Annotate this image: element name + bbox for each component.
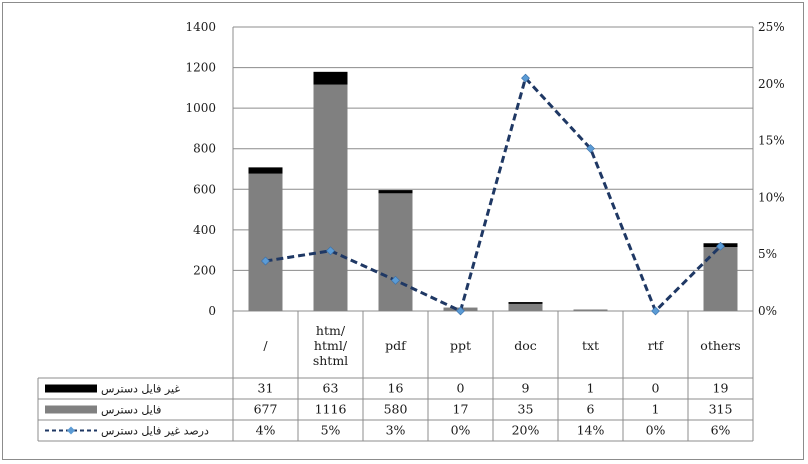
x-category-label: htm/html/shtml	[313, 323, 348, 368]
legend-key-accessible	[45, 405, 97, 414]
x-category-label: others	[700, 338, 740, 353]
table-cell: 20%	[512, 423, 540, 438]
y-right-tick-label: 20%	[758, 77, 785, 91]
y-right-tick-label: 0%	[758, 304, 777, 318]
bar-not-accessible	[313, 71, 348, 85]
table-cell: 16	[388, 381, 404, 396]
y-left-tick-label: 800	[193, 142, 216, 156]
line-marker	[456, 306, 465, 316]
table-cell: 6	[587, 402, 595, 417]
legend-key-marker	[67, 426, 75, 435]
legend-key-not-accessible	[45, 384, 97, 393]
table-cell: 1	[587, 381, 595, 396]
y-right-tick-label: 10%	[758, 190, 785, 204]
x-category-label: doc	[514, 338, 537, 353]
line-marker	[586, 144, 595, 153]
table-cell: 6%	[711, 423, 731, 438]
table-cell: 0%	[646, 423, 666, 438]
y-left-tick-label: 600	[193, 182, 216, 196]
line-marker	[521, 73, 530, 83]
y-left-tick-label: 1400	[185, 20, 216, 34]
y-left-tick-label: 400	[193, 223, 216, 237]
line-marker	[391, 275, 400, 285]
table-cell: 580	[384, 402, 408, 417]
table-cell: 315	[709, 402, 733, 417]
legend-label: فایل دسترس	[101, 404, 161, 417]
y-left-tick-label: 200	[193, 263, 216, 277]
x-category-label: rtf	[648, 338, 665, 353]
x-category-label: pdf	[385, 338, 407, 353]
table-cell: 14%	[577, 423, 605, 438]
table-cell: 4%	[256, 423, 276, 438]
table-cell: 31	[258, 381, 274, 396]
x-category-label: txt	[582, 338, 599, 353]
table-cell: 5%	[321, 423, 341, 438]
line-marker	[651, 306, 660, 316]
table-cell: 677	[254, 402, 278, 417]
table-cell: 1	[652, 402, 660, 417]
bar-accessible	[573, 309, 608, 311]
y-left-tick-label: 1200	[185, 61, 216, 75]
bar-accessible	[313, 84, 348, 312]
bar-accessible	[248, 173, 283, 311]
chart-frame	[2, 2, 804, 460]
x-category-label: ppt	[450, 338, 471, 353]
table-cell: 0	[457, 381, 465, 396]
legend-label: درصد غیر فایل دسترس	[101, 425, 209, 438]
x-category-label: /	[263, 338, 268, 353]
bar-not-accessible	[378, 190, 413, 194]
legend-label: غیر فایل دسترس	[101, 383, 180, 396]
y-right-tick-label: 15%	[758, 134, 785, 148]
y-right-tick-label: 5%	[758, 247, 777, 261]
bar-accessible	[378, 193, 413, 311]
y-left-tick-label: 0	[208, 304, 216, 318]
line-series-percent	[265, 75, 722, 314]
table-cell: 3%	[386, 423, 406, 438]
table-cell: 63	[323, 381, 339, 396]
table-cell: 17	[453, 402, 469, 417]
table-cell: 35	[518, 402, 534, 417]
table-cell: 0	[652, 381, 660, 396]
line-marker	[326, 246, 335, 256]
line-marker	[261, 256, 270, 266]
table-cell: 9	[522, 381, 530, 396]
line-marker	[716, 241, 725, 251]
y-right-tick-label: 25%	[758, 20, 785, 34]
table-cell: 1116	[315, 402, 347, 417]
table-cell: 19	[713, 381, 729, 396]
bar-not-accessible	[248, 167, 283, 174]
bar-not-accessible	[508, 302, 543, 304]
table-cell: 0%	[451, 423, 471, 438]
y-left-tick-label: 1000	[185, 101, 216, 115]
bar-accessible	[508, 303, 543, 311]
